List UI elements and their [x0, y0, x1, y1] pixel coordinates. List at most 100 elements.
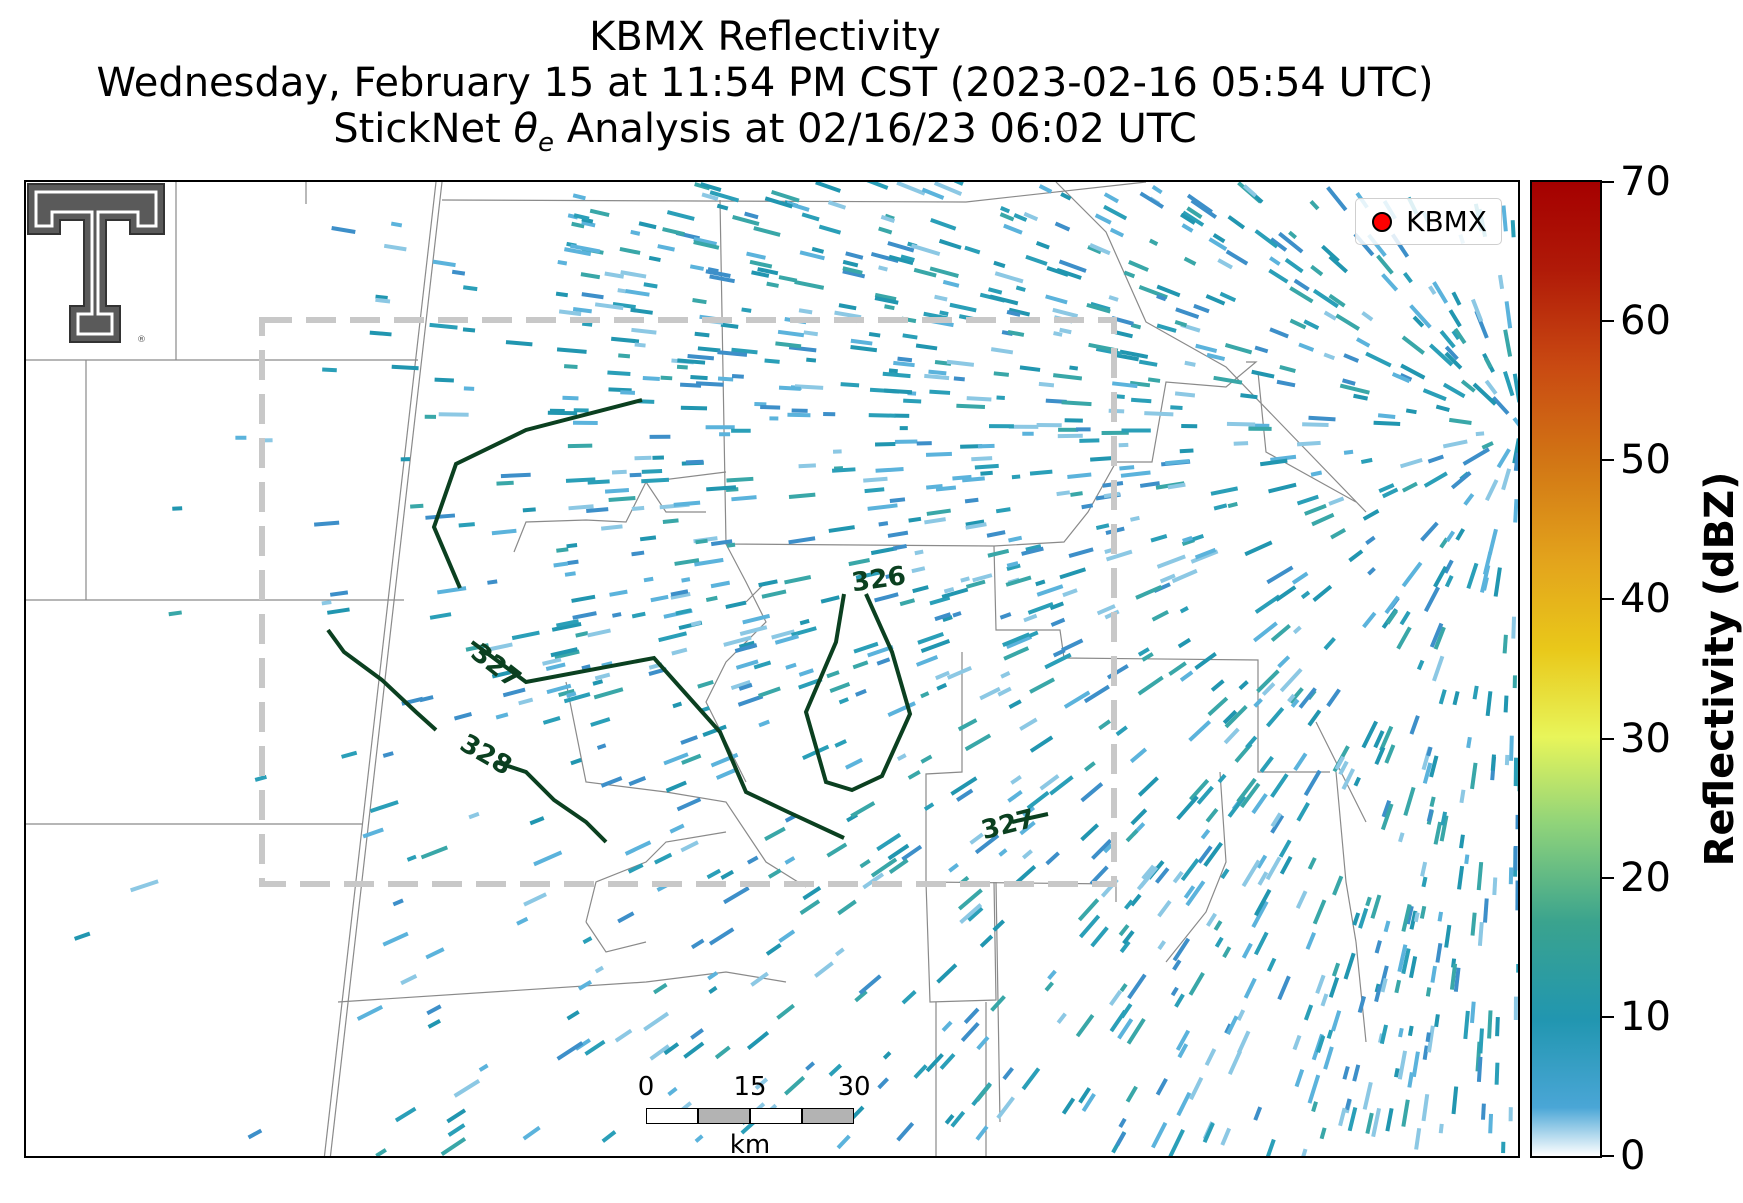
echo-gate	[741, 307, 752, 313]
echo-gate	[794, 384, 824, 390]
echo-gate	[1181, 424, 1198, 429]
echo-gate	[1338, 1107, 1347, 1127]
echo-gate	[1089, 243, 1111, 256]
echo-gate	[1064, 418, 1083, 423]
echo-gate	[390, 221, 403, 228]
echo-gate	[1035, 240, 1050, 250]
echo-gate	[1427, 454, 1444, 464]
colorbar-tick-label: 60	[1620, 298, 1671, 345]
echo-gate	[1444, 351, 1463, 370]
echo-gate	[434, 377, 454, 383]
echo-gate	[1401, 1099, 1410, 1127]
echo-gate	[1428, 343, 1454, 367]
echo-gate	[567, 213, 579, 220]
echo-gate	[744, 211, 759, 220]
echo-gate	[247, 1128, 263, 1140]
echo-gate	[1119, 349, 1149, 359]
echo-gate	[914, 549, 924, 556]
echo-gate	[1381, 487, 1399, 499]
echo-gate	[489, 642, 513, 652]
echo-gate	[1233, 441, 1249, 446]
echo-gate	[313, 520, 340, 527]
echo-gate	[941, 1020, 953, 1032]
echo-gate	[1481, 1103, 1486, 1120]
echo-gate	[936, 963, 958, 984]
county-line	[925, 881, 997, 1003]
echo-gate	[766, 281, 779, 288]
echo-gate	[754, 1077, 769, 1090]
echo-gate	[518, 697, 534, 706]
echo-gate	[1210, 679, 1225, 692]
echo-gate	[1057, 433, 1083, 439]
echo-gate	[1391, 372, 1411, 384]
echo-gate	[1008, 699, 1022, 710]
echo-gate	[400, 457, 410, 462]
echo-gate	[689, 264, 705, 271]
echo-gate	[1296, 440, 1321, 447]
echo-gate	[709, 274, 735, 284]
echo-gate	[719, 432, 731, 437]
echo-gate	[1466, 736, 1472, 749]
echo-gate	[1008, 307, 1031, 317]
echo-gate	[798, 308, 813, 315]
echo-gate	[669, 823, 685, 834]
echo-gate	[406, 854, 417, 862]
echo-gate	[438, 412, 469, 417]
echo-gate	[1326, 186, 1348, 212]
echo-gate	[1259, 458, 1288, 467]
echo-gate	[1448, 309, 1462, 328]
echo-gate	[611, 469, 627, 475]
echo-gate	[634, 455, 652, 461]
echo-gate	[1019, 365, 1041, 372]
echo-gate	[1194, 652, 1217, 670]
echo-gate	[1054, 221, 1071, 232]
echo-gate	[1374, 746, 1386, 765]
echo-gate	[1155, 1077, 1168, 1096]
echo-gate	[777, 329, 805, 338]
echo-gate	[720, 322, 739, 329]
echo-gate	[999, 612, 1012, 620]
echo-gate	[834, 739, 847, 748]
echo-gate	[915, 343, 938, 351]
echo-gate	[1112, 329, 1133, 339]
echo-gate	[885, 573, 895, 579]
echo-gate	[1139, 191, 1165, 209]
echo-gate	[715, 767, 738, 780]
echo-gate	[1077, 898, 1100, 922]
echo-gate	[1421, 876, 1428, 888]
echo-gate	[746, 251, 766, 260]
echo-gate	[710, 580, 731, 589]
echo-gate	[1490, 754, 1496, 771]
echo-gate	[709, 190, 740, 203]
echo-gate	[1027, 601, 1054, 615]
echo-gate	[1236, 1030, 1251, 1054]
echo-gate	[799, 899, 821, 916]
echo-gate	[1045, 294, 1068, 305]
echo-gate	[1137, 776, 1159, 797]
echo-gate	[1205, 808, 1219, 823]
echo-gate	[1457, 865, 1465, 890]
echo-gate	[604, 271, 624, 279]
echo-gate	[1323, 352, 1336, 361]
theta-e-contours	[326, 398, 1049, 844]
echo-gate	[410, 503, 424, 509]
echo-gate	[1006, 561, 1019, 568]
echo-gate	[1492, 877, 1498, 896]
echo-gate	[740, 1121, 755, 1135]
echo-gate	[845, 757, 863, 770]
title-line-3: StickNet θe Analysis at 02/16/23 06:02 U…	[0, 106, 1530, 166]
echo-gate	[1493, 567, 1502, 597]
echo-gate	[1403, 271, 1413, 284]
echo-gate	[690, 938, 705, 950]
echo-gate	[1170, 405, 1183, 410]
echo-gate	[876, 832, 902, 852]
echo-gate	[1019, 820, 1036, 836]
radar-map[interactable]: 326 327 328 327 ® KBMX 0 15 30 km	[24, 180, 1520, 1158]
echo-gate	[1435, 943, 1443, 963]
echo-gate	[1259, 755, 1274, 773]
echo-gate	[1430, 965, 1438, 983]
echo-gate	[996, 1096, 1015, 1120]
echo-gate	[1462, 447, 1490, 466]
echo-gate	[1078, 914, 1101, 939]
echo-gate	[995, 507, 1011, 514]
